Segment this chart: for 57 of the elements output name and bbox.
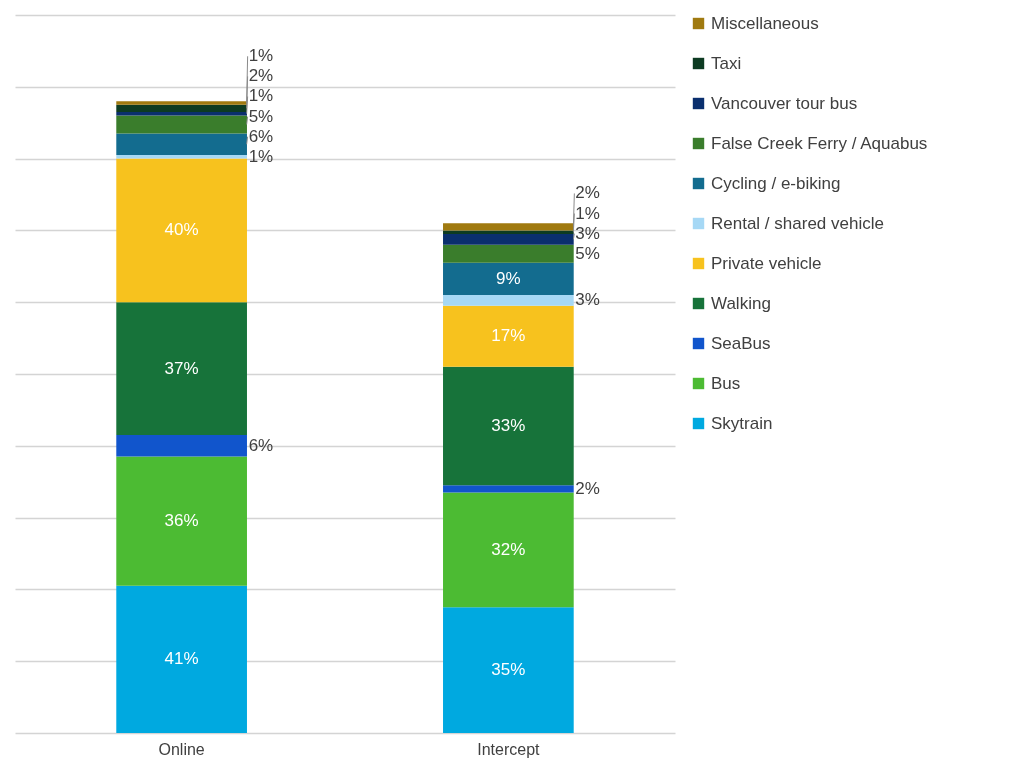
legend-label: Bus — [711, 373, 741, 393]
legend-label: Walking — [711, 293, 771, 313]
bar — [443, 223, 574, 231]
legend-label: Skytrain — [711, 413, 773, 433]
data-label: 17% — [491, 326, 526, 346]
legend-label: False Creek Ferry / Aquabus — [711, 133, 928, 153]
data-label: 33% — [491, 416, 526, 436]
bar — [116, 585, 247, 733]
legend-label: Vancouver tour bus — [711, 93, 858, 113]
bar — [116, 155, 247, 159]
data-label: 32% — [491, 539, 526, 559]
x-tick-label: Online — [158, 740, 205, 758]
legend-label: Cycling / e-biking — [711, 173, 841, 193]
data-label: 3% — [575, 223, 600, 243]
legend-label: Private vehicle — [711, 253, 822, 273]
data-label: 1% — [248, 146, 274, 166]
bar — [116, 115, 247, 134]
bar — [116, 302, 247, 436]
bar — [116, 101, 247, 105]
data-label: 2% — [575, 183, 600, 203]
bar — [116, 435, 247, 457]
data-label: 5% — [248, 106, 274, 126]
data-label: 35% — [491, 660, 526, 680]
data-label: 1% — [248, 86, 274, 106]
data-label: 5% — [575, 243, 600, 263]
data-label: 41% — [164, 649, 199, 669]
bar — [443, 485, 574, 493]
bar — [443, 366, 574, 486]
data-label: 3% — [575, 290, 600, 310]
bar — [116, 158, 247, 303]
bar — [116, 133, 247, 156]
bar — [443, 244, 574, 263]
legend-label: Taxi — [711, 53, 742, 73]
x-tick-label: Intercept — [477, 740, 541, 758]
bar — [116, 111, 247, 116]
data-label: 6% — [248, 126, 274, 146]
data-label: 37% — [164, 358, 199, 378]
data-label: 36% — [164, 511, 199, 531]
bar — [443, 230, 574, 234]
data-label: 9% — [496, 268, 521, 288]
bar — [116, 104, 247, 112]
legend-label: Miscellaneous — [711, 13, 819, 33]
legend-label: SeaBus — [711, 333, 771, 353]
bar — [116, 456, 247, 586]
legend-label: Rental / shared vehicle — [711, 213, 884, 233]
bar — [443, 492, 574, 608]
bar — [443, 305, 574, 367]
bar — [443, 295, 574, 306]
bar — [443, 262, 574, 296]
data-label: 2% — [248, 66, 274, 86]
data-label: 40% — [164, 220, 199, 240]
bar — [443, 233, 574, 245]
data-label: 2% — [575, 478, 600, 498]
data-label: 1% — [575, 203, 600, 223]
data-label: 6% — [248, 435, 274, 455]
data-label: 1% — [248, 46, 274, 66]
bar — [443, 607, 574, 733]
